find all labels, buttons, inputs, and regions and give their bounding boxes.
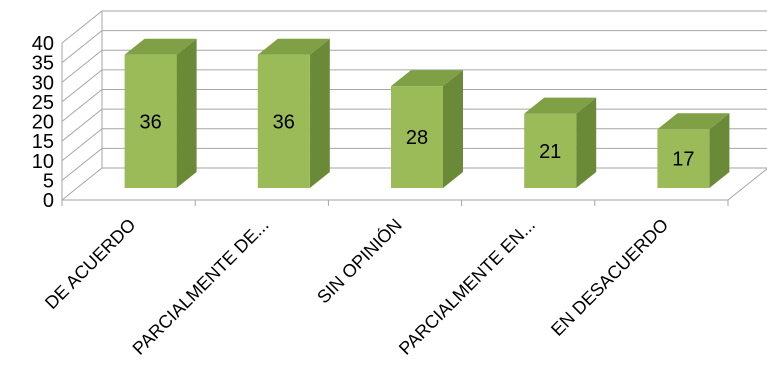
y-tick-label: 10 (32, 151, 54, 173)
bar-series: 36 36 28 21 17 (124, 38, 730, 189)
bar: 36 (257, 38, 330, 189)
bar: 36 (124, 38, 197, 189)
bar-front (524, 113, 577, 188)
bar-front (391, 86, 443, 188)
x-tick-label: DE ACUERDO (41, 215, 139, 313)
bar: 28 (391, 70, 463, 188)
x-tick-label: PARCIALMENTE DE... (129, 215, 273, 359)
bar-side (709, 113, 730, 188)
bar-top (657, 113, 730, 130)
chart-grid (61, 10, 767, 201)
y-tick-label: 40 (32, 33, 54, 55)
bar-top (257, 38, 330, 55)
bar-side (443, 70, 463, 188)
bar-front (124, 54, 177, 189)
data-label: 17 (672, 149, 694, 171)
bar-front (257, 54, 310, 189)
bar: 17 (657, 113, 730, 188)
y-tick-label: 35 (32, 53, 54, 75)
data-label: 36 (139, 111, 161, 133)
y-tick-label: 5 (43, 170, 54, 192)
bar-top (124, 38, 197, 55)
bar-front (657, 129, 710, 188)
x-tick-label: PARCIALMENTE EN... (395, 215, 539, 359)
data-label: 21 (539, 141, 561, 163)
y-tick-label: 20 (32, 112, 54, 134)
data-label: 28 (406, 127, 428, 149)
y-tick-label: 0 (43, 190, 54, 212)
x-tick-label: SIN OPINIÓN (312, 214, 405, 307)
gridline (61, 10, 767, 44)
bar-top (524, 97, 597, 114)
y-tick-label: 25 (32, 92, 54, 114)
data-label: 36 (273, 111, 295, 133)
bar: 21 (524, 97, 597, 188)
floor-edge (727, 168, 767, 201)
x-tick-label: EN DESACUERDO (547, 215, 672, 340)
bar-side (309, 38, 330, 189)
bar-side (176, 38, 197, 189)
bar-top (391, 70, 463, 87)
y-tick-label: 15 (32, 131, 54, 153)
y-tick-label: 30 (32, 72, 54, 94)
bar-side (576, 97, 597, 188)
